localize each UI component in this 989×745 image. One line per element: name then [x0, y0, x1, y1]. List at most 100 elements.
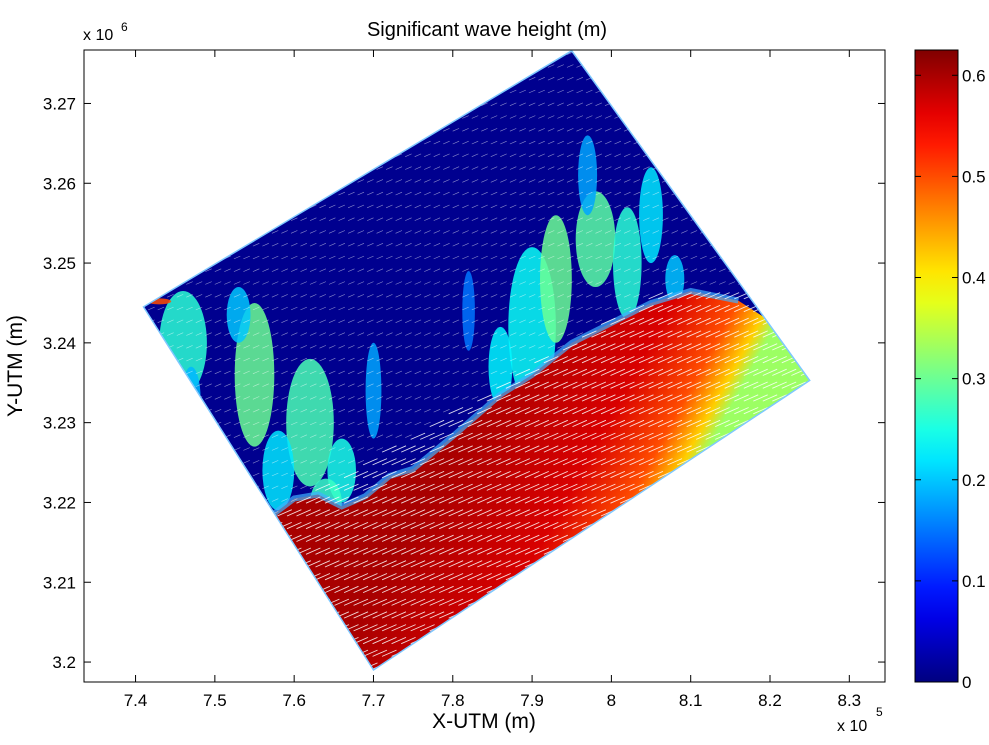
- wave-vector: [443, 281, 450, 285]
- wave-vector: [186, 370, 193, 375]
- wave-vector: [519, 204, 526, 209]
- wave-vector: [334, 547, 350, 555]
- wave-vector: [433, 179, 441, 183]
- wave-vector: [233, 319, 241, 323]
- wave-vector: [591, 381, 607, 389]
- wave-vector: [477, 521, 492, 530]
- wave-vector: [224, 268, 231, 272]
- wave-vector: [195, 332, 203, 336]
- wave-vector: [524, 381, 540, 389]
- wave-vector: [481, 268, 488, 272]
- wave-vector: [524, 407, 540, 415]
- wave-vector: [690, 281, 698, 285]
- wave-vector: [467, 445, 483, 453]
- wave-vector: [705, 304, 721, 313]
- wave-vector: [328, 243, 336, 247]
- wave-vector: [562, 445, 578, 453]
- wave-vector: [604, 217, 612, 221]
- wave-vector: [424, 243, 431, 247]
- wave-vector: [309, 255, 317, 260]
- wave-vector: [681, 243, 688, 247]
- wave-vector: [515, 521, 530, 530]
- wave-vector: [233, 434, 241, 438]
- wave-vector: [429, 585, 445, 594]
- wave-vector: [353, 496, 369, 504]
- wave-vector: [633, 166, 641, 170]
- wave-vector: [604, 179, 612, 183]
- wave-vector: [433, 319, 441, 323]
- wave-vector: [566, 332, 574, 336]
- wave-vector: [667, 445, 683, 453]
- wave-vector: [486, 496, 502, 504]
- wave-vector: [652, 281, 660, 285]
- wave-vector: [424, 140, 431, 145]
- wave-vector: [195, 319, 203, 323]
- wave-vector: [443, 128, 450, 132]
- wave-vector: [566, 281, 574, 285]
- wave-vector: [534, 356, 549, 364]
- wave-vector: [524, 547, 540, 555]
- wave-vector: [595, 230, 603, 234]
- wave-vector: [252, 472, 260, 477]
- wave-vector: [519, 268, 526, 272]
- wave-vector: [753, 343, 768, 351]
- wave-vector: [224, 409, 231, 413]
- wave-vector: [696, 432, 711, 440]
- wave-vector: [205, 396, 212, 400]
- wave-vector: [401, 470, 416, 479]
- wave-vector: [167, 332, 174, 336]
- wave-vector: [347, 230, 355, 234]
- wave-vector: [452, 191, 460, 196]
- wave-vector: [505, 432, 521, 440]
- wave-vector: [534, 483, 549, 491]
- wave-vector: [585, 179, 593, 183]
- wave-vector: [547, 345, 555, 349]
- wave-vector: [243, 345, 250, 349]
- wave-vector: [519, 345, 526, 349]
- wave-vector: [420, 585, 435, 594]
- wave-vector: [591, 496, 607, 504]
- wave-vector: [576, 140, 584, 145]
- colorbar-tick-label: 0.5: [962, 167, 986, 186]
- wave-vector: [395, 268, 403, 272]
- wave-vector: [715, 356, 730, 364]
- wave-vector: [576, 89, 584, 94]
- wave-vector: [481, 319, 488, 323]
- wave-vector: [305, 496, 321, 504]
- plot-frame: [83, 49, 886, 683]
- wave-vector: [724, 292, 740, 300]
- wave-vector: [439, 483, 454, 491]
- wave-vector: [309, 230, 317, 234]
- colorbar-tick-label: 0.2: [962, 471, 986, 490]
- wave-vector: [538, 217, 545, 221]
- wave-vector: [252, 268, 260, 272]
- wave-vector: [338, 191, 346, 196]
- wave-vector: [433, 217, 441, 221]
- wave-vector: [576, 332, 584, 336]
- wave-vector: [281, 421, 288, 426]
- wave-vector: [566, 230, 574, 234]
- wave-vector: [233, 255, 241, 260]
- wave-vector: [290, 319, 298, 323]
- wave-vector: [543, 432, 559, 440]
- wave-vector: [381, 560, 397, 568]
- wave-vector: [347, 243, 355, 247]
- wave-vector: [705, 381, 721, 389]
- wave-vector: [290, 370, 298, 375]
- wave-vector: [205, 319, 212, 323]
- wave-vector: [581, 496, 597, 504]
- wave-vector: [496, 458, 511, 466]
- wave-vector: [366, 319, 374, 323]
- wave-vector: [547, 179, 555, 183]
- wave-vector: [262, 319, 269, 323]
- wave-vector: [534, 534, 549, 542]
- wave-vector: [509, 243, 517, 247]
- wave-vector: [642, 243, 650, 247]
- wave-vector: [262, 460, 269, 464]
- wave-vector: [252, 243, 260, 247]
- wave-vector: [696, 356, 711, 364]
- wave-vector: [515, 496, 530, 504]
- wave-vector: [500, 153, 507, 157]
- wave-vector: [391, 534, 407, 542]
- wave-vector: [500, 357, 507, 362]
